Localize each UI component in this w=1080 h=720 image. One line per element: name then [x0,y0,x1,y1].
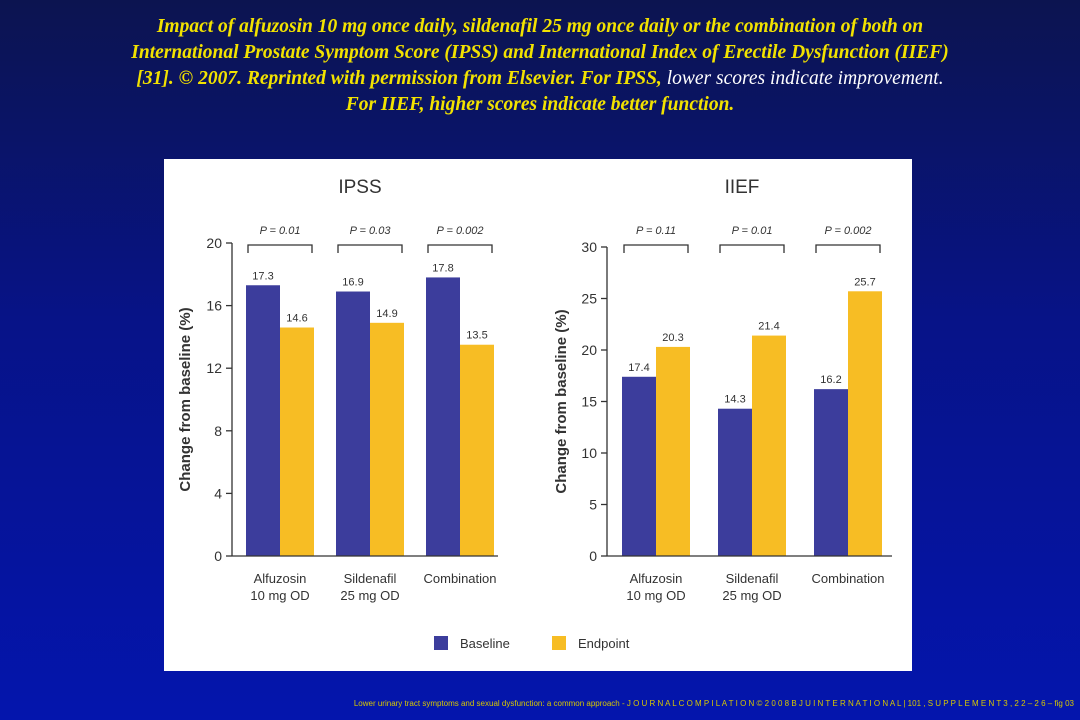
data-label: 25.7 [854,276,875,288]
title-line-1: Impact of alfuzosin 10 mg once daily, si… [156,16,924,37]
y-tick-label: 20 [581,342,597,358]
legend-label-baseline: Baseline [460,636,510,651]
data-label: 17.3 [252,270,273,282]
category-label: 10 mg OD [250,588,309,603]
legend-swatch-endpoint [552,636,566,650]
y-tick-label: 10 [581,445,597,461]
p-value-bracket [815,244,881,253]
data-label: 14.3 [724,394,745,406]
y-tick-label: 5 [589,497,597,513]
y-tick-label: 8 [214,423,222,439]
data-label: 17.8 [432,262,453,274]
category-label: Combination [424,571,497,586]
title-line-2: International Prostate Symptom Score (IP… [131,42,949,63]
data-label: 17.4 [628,362,649,374]
data-label: 14.6 [286,313,307,325]
legend: Baseline Endpoint [434,636,630,651]
chart-svg: IPSS Change from baseline (%) 0 4 8 12 16 20 17.… [177,177,892,651]
bar-baseline [336,291,370,556]
p-value-label: P = 0.002 [825,225,872,237]
y-tick-label: 25 [581,291,597,307]
data-label: 16.9 [342,277,363,289]
y-tick-label: 30 [581,239,597,255]
data-label: 13.5 [466,330,487,342]
category-label: Alfuzosin [630,571,683,586]
p-value-label: P = 0.11 [636,225,676,237]
y-tick-label: 12 [206,360,222,376]
legend-swatch-baseline [434,636,448,650]
p-value-bracket [719,244,785,253]
bar-endpoint [848,291,882,556]
title-line-4: For IIEF, higher scores indicate better … [345,94,735,115]
y-tick-label: 15 [581,394,597,410]
bar-baseline [718,408,752,556]
data-label: 14.9 [376,308,397,320]
y-tick-label: 4 [214,485,222,501]
bar-baseline [246,285,280,556]
data-label: 20.3 [662,332,683,344]
category-label: Alfuzosin [254,571,307,586]
bar-endpoint [460,344,494,556]
category-label: Combination [812,571,885,586]
bar-baseline [814,389,848,556]
bar-baseline [622,376,656,556]
p-value-label: P = 0.002 [437,225,484,237]
y-tick-label: 20 [206,235,222,251]
y-tick-label: 0 [589,548,597,564]
category-label: 25 mg OD [340,588,399,603]
y-tick-label: 16 [206,298,222,314]
footer-citation: Lower urinary tract symptoms and sexual … [353,699,1074,708]
category-label: 10 mg OD [626,588,685,603]
iief-chart: IIEF Change from baseline (%) 0 5 10 15 20 25 30… [553,177,892,603]
bar-endpoint [752,335,786,556]
p-value-label: P = 0.01 [260,225,301,237]
title-line-3-part-b: lower scores indicate improvement. [661,68,944,89]
ipss-chart: IPSS Change from baseline (%) 0 4 8 12 16 20 17.… [177,177,498,603]
slide-title: Impact of alfuzosin 10 mg once daily, si… [20,14,1060,118]
chart-title: IIEF [725,177,760,198]
bar-endpoint [656,346,690,556]
chart-title: IPSS [338,177,381,198]
p-value-label: P = 0.03 [350,225,392,237]
category-label: 25 mg OD [722,588,781,603]
category-label: Sildenafil [726,571,779,586]
y-tick-label: 0 [214,548,222,564]
category-label: Sildenafil [344,571,397,586]
p-value-bracket [247,244,313,253]
y-axis-label: Change from baseline (%) [553,309,570,493]
p-value-bracket [623,244,689,253]
bar-endpoint [280,327,314,556]
title-line-3-part-a: [31]. © 2007. Reprinted with permission … [136,68,662,89]
legend-label-endpoint: Endpoint [578,636,630,651]
data-label: 21.4 [758,321,779,333]
p-value-bracket [427,244,493,253]
p-value-label: P = 0.01 [732,225,773,237]
chart-panel: IPSS Change from baseline (%) 0 4 8 12 16 20 17.… [164,159,912,671]
data-label: 16.2 [820,374,841,386]
title-line-3: [31]. © 2007. Reprinted with permission … [20,66,1060,92]
p-value-bracket [337,244,403,253]
bar-endpoint [370,322,404,556]
bar-baseline [426,277,460,556]
y-axis-label: Change from baseline (%) [177,307,194,491]
